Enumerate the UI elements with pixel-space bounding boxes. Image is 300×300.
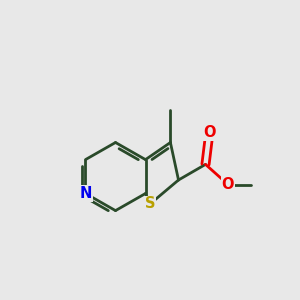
Text: S: S	[145, 196, 155, 211]
Text: N: N	[79, 186, 92, 201]
Text: O: O	[203, 125, 216, 140]
Text: O: O	[222, 177, 234, 192]
